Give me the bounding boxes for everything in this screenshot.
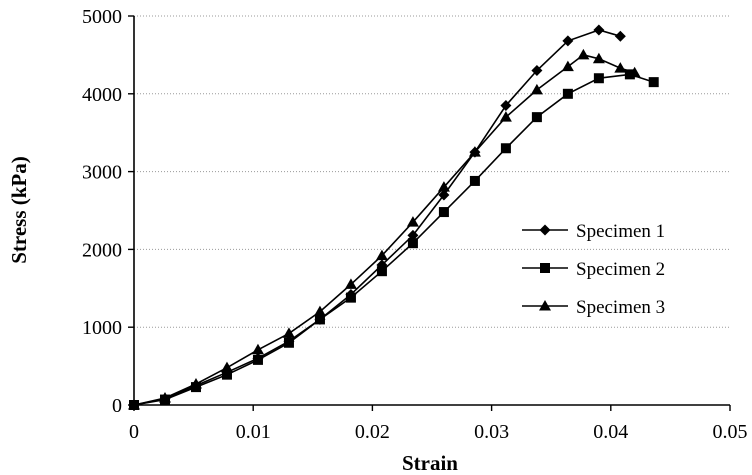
- data-point: [407, 229, 419, 241]
- data-point: [406, 216, 419, 227]
- data-point: [345, 292, 356, 303]
- data-point: [614, 30, 626, 42]
- x-tick-labels: 0 0.01 0.02 0.03 0.04 0.05: [129, 421, 748, 443]
- data-point: [438, 189, 450, 201]
- data-point: [468, 146, 481, 157]
- data-point: [344, 278, 357, 289]
- data-point: [128, 399, 140, 410]
- legend-label: Specimen 2: [576, 259, 665, 280]
- legend-entry: Specimen 3: [522, 297, 665, 318]
- y-axis-title: Stress (kPa): [7, 156, 31, 264]
- x-tick-label: 0: [129, 421, 139, 443]
- x-tick-label: 0.05: [713, 421, 748, 443]
- data-point: [375, 249, 388, 261]
- grid-lines: [134, 15, 730, 328]
- data-point: [530, 83, 543, 95]
- series-1: [128, 24, 626, 411]
- data-point: [614, 62, 627, 73]
- series-line: [133, 29, 621, 406]
- data-point: [577, 48, 590, 60]
- data-point: [562, 35, 574, 47]
- data-point: [252, 354, 263, 365]
- data-point: [561, 60, 574, 72]
- data-point: [500, 143, 511, 154]
- x-axis-title: Strain: [402, 451, 458, 475]
- data-point: [437, 181, 450, 192]
- y-tick-label: 1000: [82, 317, 122, 339]
- series-3: [128, 48, 641, 410]
- series-layer: [128, 24, 659, 411]
- series-line: [133, 73, 654, 406]
- data-point: [376, 266, 387, 277]
- data-point: [500, 99, 512, 111]
- legend-marker: [540, 263, 550, 273]
- data-point: [220, 361, 233, 373]
- legend-marker: [539, 300, 551, 311]
- data-point: [624, 69, 635, 80]
- data-point: [283, 337, 294, 348]
- legend-label: Specimen 1: [576, 221, 665, 242]
- data-point: [593, 73, 604, 84]
- data-point: [407, 238, 418, 249]
- data-point: [438, 207, 449, 218]
- data-point: [221, 369, 232, 380]
- legend-entry: Specimen 1: [522, 221, 665, 242]
- y-tick-labels: 0 1000 2000 3000 4000 5000: [82, 6, 122, 417]
- legend-label: Specimen 3: [576, 297, 665, 318]
- y-tick-label: 2000: [82, 239, 122, 261]
- data-point: [469, 175, 480, 186]
- data-point: [562, 88, 573, 99]
- x-tick-label: 0.03: [474, 421, 509, 443]
- data-point: [593, 24, 605, 36]
- legend-marker: [539, 224, 551, 236]
- x-tick-label: 0.04: [593, 421, 628, 443]
- legend-entry: Specimen 2: [522, 259, 665, 280]
- data-point: [282, 327, 295, 338]
- x-tick-label: 0.02: [355, 421, 390, 443]
- data-point: [499, 111, 512, 122]
- series-2: [129, 69, 659, 410]
- data-point: [251, 343, 264, 355]
- data-point: [158, 391, 171, 403]
- data-point: [531, 112, 542, 123]
- data-point: [648, 77, 659, 88]
- data-point: [189, 377, 202, 389]
- y-tick-label: 0: [112, 395, 122, 417]
- y-tick-label: 5000: [82, 6, 122, 28]
- x-tick-label: 0.01: [236, 421, 271, 443]
- y-tick-label: 4000: [82, 84, 122, 106]
- y-tick-label: 3000: [82, 162, 122, 184]
- data-point: [628, 66, 641, 78]
- data-point: [313, 305, 326, 317]
- data-point: [531, 64, 543, 76]
- data-point: [314, 314, 325, 325]
- axes: [128, 15, 731, 411]
- legend: Specimen 1 Specimen 2 Specimen 3: [522, 221, 665, 318]
- data-point: [592, 52, 605, 64]
